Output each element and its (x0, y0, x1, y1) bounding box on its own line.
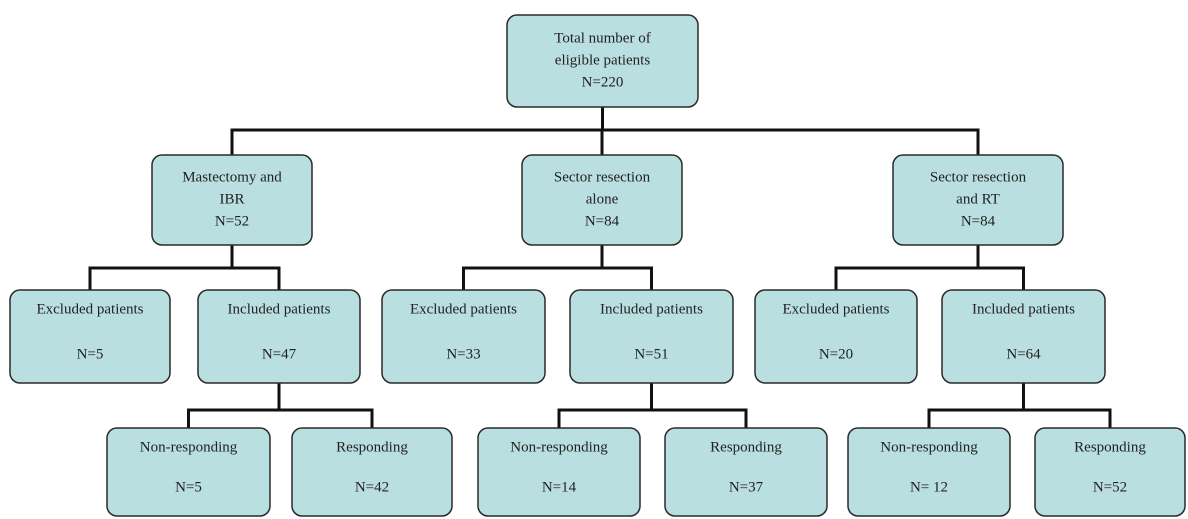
node-box (569, 289, 734, 384)
node-text: Included patients (228, 301, 331, 317)
node-box (664, 427, 828, 517)
node-text: Included patients (600, 301, 703, 317)
node-box (506, 14, 699, 108)
node-box (477, 427, 641, 517)
node-text: N= 12 (910, 479, 948, 495)
node-text: N=84 (585, 213, 620, 229)
node-box (106, 427, 271, 517)
node-box (754, 289, 918, 384)
node-text: N=5 (175, 479, 202, 495)
node-text: Responding (1074, 439, 1146, 455)
node-text: N=64 (1006, 346, 1041, 362)
node-text: Total number of (554, 30, 650, 46)
node-box (9, 289, 171, 384)
node-text: Non-responding (880, 439, 978, 455)
node-text: N=14 (542, 479, 577, 495)
node-box (1034, 427, 1186, 517)
node-text: Responding (710, 439, 782, 455)
node-text: eligible patients (555, 52, 651, 68)
node-text: N=52 (215, 213, 249, 229)
node-box (381, 289, 546, 384)
node-box (151, 154, 313, 246)
node-box (941, 289, 1106, 384)
node-text: Non-responding (510, 439, 608, 455)
node-text: N=220 (582, 74, 624, 90)
node-box (197, 289, 361, 384)
node-text: N=51 (634, 346, 668, 362)
node-text: N=84 (961, 213, 996, 229)
node-text: N=42 (355, 479, 389, 495)
node-text: Sector resection (554, 169, 651, 185)
node-text: Non-responding (140, 439, 238, 455)
node-text: and RT (956, 191, 1000, 207)
node-text: IBR (219, 191, 244, 207)
node-text: N=37 (729, 479, 764, 495)
node-text: N=20 (819, 346, 853, 362)
node-text: Responding (336, 439, 408, 455)
node-box (291, 427, 453, 517)
node-text: Excluded patients (36, 301, 143, 317)
node-text: Mastectomy and (182, 169, 282, 185)
node-text: Sector resection (930, 169, 1027, 185)
node-text: N=47 (262, 346, 297, 362)
node-box (521, 154, 683, 246)
node-text: Included patients (972, 301, 1075, 317)
node-text: alone (586, 191, 619, 207)
node-text: Excluded patients (782, 301, 889, 317)
node-text: N=5 (77, 346, 104, 362)
node-text: N=52 (1093, 479, 1127, 495)
node-text: Excluded patients (410, 301, 517, 317)
node-box (892, 154, 1064, 246)
node-text: N=33 (446, 346, 480, 362)
node-box (847, 427, 1011, 517)
